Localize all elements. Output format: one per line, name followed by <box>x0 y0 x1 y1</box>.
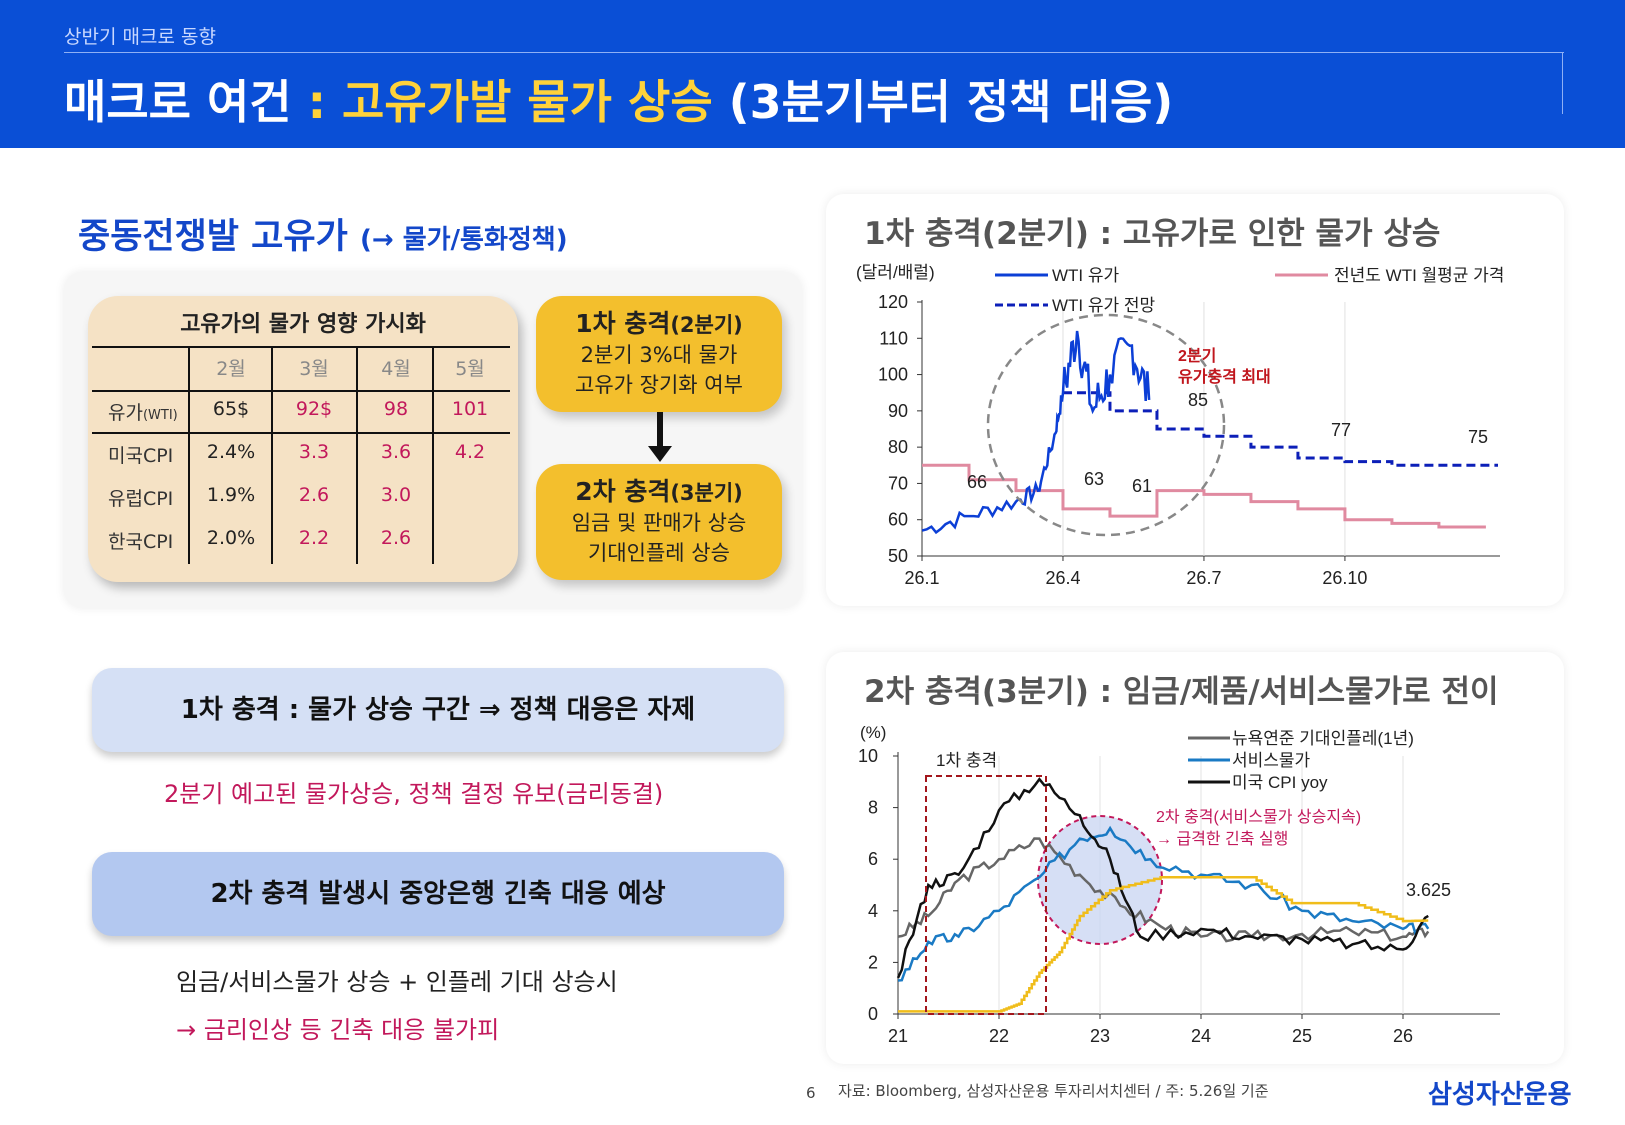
title-tail: (3분기부터 정책 대응) <box>728 75 1174 129</box>
second-shock-line2: 기대인플레 상승 <box>588 541 730 565</box>
table-row-label: 유럽CPI <box>108 488 174 510</box>
page-title: 매크로 여건 : 고유가발 물가 상승 (3분기부터 정책 대응) <box>64 66 1173 132</box>
title-highlight: : 고유가발 물가 상승 <box>307 75 713 129</box>
price-table-title: 고유가의 물가 영향 가시화 <box>180 312 426 337</box>
table-cell: 3.3 <box>298 441 330 463</box>
second-shock-conclusion: → 금리인상 등 긴축 대응 불가피 <box>176 1016 500 1044</box>
second-shock-banner: 2차 충격 발생시 중앙은행 긴축 대응 예상 <box>92 852 784 936</box>
second-shock-title-note: (3분기) <box>670 481 743 505</box>
header-bar: 상반기 매크로 동향 매크로 여건 : 고유가발 물가 상승 (3분기부터 정책… <box>0 0 1625 148</box>
chart1-title: 1차 충격(2분기) : 고유가로 인한 물가 상승 <box>864 216 1441 252</box>
first-shock-title-text: 1차 충격 <box>575 309 671 338</box>
first-shock-title-note: (2분기) <box>670 313 743 337</box>
first-shock-title: 1차 충격(2분기) <box>536 304 782 340</box>
table-cell: 4.2 <box>454 441 486 463</box>
down-arrow-icon <box>648 446 672 462</box>
chart2-title: 2차 충격(3분기) : 임금/제품/서비스물가로 전이 <box>864 674 1499 710</box>
table-header-cell: 2월 <box>216 358 246 380</box>
row-label-text: 유가 <box>108 402 143 424</box>
table-cell: 2.6 <box>298 484 330 506</box>
table-cell: 101 <box>451 398 489 420</box>
table-header-cell: 3월 <box>299 358 329 380</box>
second-shock-box: 2차 충격(3분기) 임금 및 판매가 상승 기대인플레 상승 <box>536 464 782 580</box>
source-note: 자료: Bloomberg, 삼성자산운용 투자리서치센터 / 주: 5.26일… <box>838 1082 1269 1100</box>
table-col-rule-3 <box>356 348 358 564</box>
down-arrow-shaft <box>657 412 663 452</box>
first-shock-banner: 1차 충격 : 물가 상승 구간 ⇒ 정책 대응은 자제 <box>92 668 784 752</box>
second-shock-note: 임금/서비스물가 상승 + 인플레 기대 상승시 <box>176 968 618 996</box>
table-cell: 3.0 <box>380 484 412 506</box>
table-rule-header <box>92 390 510 392</box>
header-divider-vertical <box>1562 52 1563 114</box>
table-cell: 98 <box>383 398 409 420</box>
table-header-cell: 4월 <box>381 358 411 380</box>
first-shock-line2: 고유가 장기화 여부 <box>575 373 743 397</box>
row-label-note: (WTI) <box>142 408 178 423</box>
second-shock-title-text: 2차 충격 <box>575 477 671 506</box>
section-title-main: 중동전쟁발 고유가 <box>78 217 348 257</box>
table-cell: 2.6 <box>380 527 412 549</box>
table-cell: 2.0% <box>206 527 256 549</box>
oil-chart-panel <box>826 194 1564 606</box>
table-col-rule-2 <box>271 348 273 564</box>
price-table-box <box>88 296 518 582</box>
section-title: 중동전쟁발 고유가 (→ 물가/통화정책) <box>78 208 568 259</box>
second-shock-title: 2차 충격(3분기) <box>536 472 782 508</box>
page-number: 6 <box>806 1084 816 1102</box>
section-title-note: (→ 물가/통화정책) <box>359 225 568 255</box>
table-cell: 3.6 <box>380 441 412 463</box>
first-shock-note: 2분기 예고된 물가상승, 정책 결정 유보(금리동결) <box>164 780 664 808</box>
table-header-cell: 5월 <box>455 358 485 380</box>
table-row-label: 미국CPI <box>108 445 174 467</box>
first-shock-line1: 2분기 3%대 물가 <box>580 343 738 367</box>
brand-logo: 삼성자산운용 <box>1428 1080 1572 1110</box>
table-cell: 2.2 <box>298 527 330 549</box>
header-divider <box>64 52 1564 53</box>
title-main: 매크로 여건 <box>64 75 292 129</box>
table-row-label: 유가(WTI) <box>108 398 198 425</box>
inflation-chart-panel <box>826 652 1564 1064</box>
second-shock-line1: 임금 및 판매가 상승 <box>571 511 747 535</box>
table-col-rule-1 <box>188 348 190 564</box>
table-cell: 2.4% <box>206 441 256 463</box>
first-shock-box: 1차 충격(2분기) 2분기 3%대 물가 고유가 장기화 여부 <box>536 296 782 412</box>
table-col-rule-4 <box>432 348 434 564</box>
table-rule-top <box>92 346 510 348</box>
header-subtitle: 상반기 매크로 동향 <box>64 26 216 48</box>
table-cell: 92$ <box>295 398 333 420</box>
table-row-label: 한국CPI <box>108 531 174 553</box>
table-cell: 65$ <box>212 398 250 420</box>
table-cell: 1.9% <box>206 484 256 506</box>
table-rule-row1 <box>92 432 510 434</box>
